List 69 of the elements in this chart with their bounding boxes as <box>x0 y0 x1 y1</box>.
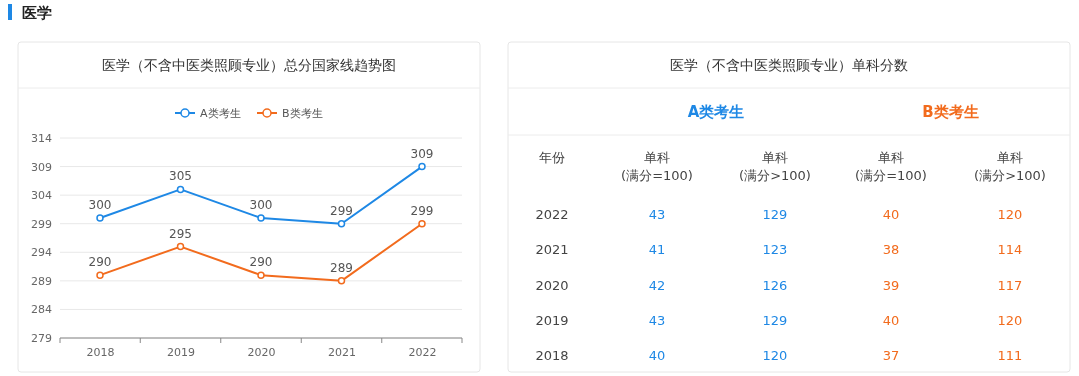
y-axis-title: 年份 <box>539 150 565 165</box>
x-tick-label: 单科 (满分=100) <box>621 150 693 183</box>
y-tick-label: 314 <box>31 132 52 146</box>
point <box>96 271 104 279</box>
data-label: 117 <box>997 277 1023 293</box>
point <box>176 242 185 251</box>
y-tick-label: 2021 <box>535 242 569 258</box>
point <box>176 185 185 194</box>
data-label: 295 <box>169 226 192 241</box>
y-tick-label: 2020 <box>535 277 569 293</box>
data-label: 309 <box>410 146 434 161</box>
y-tick-label: 309 <box>31 160 52 174</box>
data-label: 305 <box>169 169 192 184</box>
point <box>418 162 426 171</box>
data-label: 114 <box>997 242 1023 258</box>
y-tick-label: 294 <box>31 246 52 260</box>
legend-label: A类考生 <box>200 107 241 120</box>
point <box>96 214 104 222</box>
x-tick-label: 2018 <box>86 345 115 359</box>
data-label: 120 <box>997 312 1023 328</box>
x-tick-label: 2020 <box>247 345 276 359</box>
data-label: 120 <box>997 207 1023 222</box>
y-tick-label: 2019 <box>535 312 569 328</box>
x-tick-label: 单科 (满分>100) <box>739 150 811 183</box>
data-label: 290 <box>88 255 112 270</box>
chart-title: 医学（不含中医类照顾专业）总分国家线趋势图 <box>102 57 396 73</box>
data-label: 123 <box>762 242 788 258</box>
data-label: 129 <box>762 207 788 222</box>
point <box>337 277 346 285</box>
data-label: 43 <box>648 207 666 222</box>
data-label: 37 <box>882 348 900 364</box>
data-label: 129 <box>762 312 788 328</box>
data-label: 39 <box>882 277 900 293</box>
text: 医学 <box>22 4 52 22</box>
data-label: 120 <box>762 348 788 364</box>
data-label: 38 <box>882 242 900 258</box>
data-label: 43 <box>648 312 666 328</box>
y-tick-label: 279 <box>31 332 52 346</box>
data-label: 40 <box>882 207 900 222</box>
x-tick-label: 2022 <box>408 345 437 359</box>
y-tick-label: 2022 <box>535 207 569 222</box>
data-label: 299 <box>410 203 434 218</box>
point <box>337 219 346 228</box>
x-tick-label: 2021 <box>328 345 356 359</box>
data-label: 41 <box>648 242 666 258</box>
y-tick-label: 299 <box>31 217 52 231</box>
point <box>257 271 265 279</box>
data-label: 42 <box>648 277 666 293</box>
data-label: 290 <box>249 255 273 270</box>
data-label: 111 <box>997 348 1023 364</box>
data-label: 300 <box>88 198 112 212</box>
data-label: 40 <box>882 312 900 328</box>
data-label: 40 <box>648 348 666 364</box>
text: A类考生 <box>687 103 745 121</box>
data-label: 299 <box>330 203 353 218</box>
chart-title: 医学（不含中医类照顾专业）单科分数 <box>670 57 908 73</box>
x-tick-label: 单科 (满分=100) <box>855 150 927 183</box>
text: B类考生 <box>922 103 979 121</box>
y-tick-label: 304 <box>31 189 52 203</box>
x-tick-label: 单科 (满分>100) <box>974 150 1046 183</box>
x-tick-label: 2019 <box>167 345 195 359</box>
y-tick-label: 289 <box>31 274 52 288</box>
data-label: 126 <box>762 277 788 293</box>
data-label: 289 <box>330 260 353 275</box>
point <box>418 219 426 228</box>
point <box>257 214 265 222</box>
y-tick-label: 284 <box>31 303 52 317</box>
data-label: 300 <box>249 198 273 212</box>
legend-label: B类考生 <box>282 107 323 120</box>
